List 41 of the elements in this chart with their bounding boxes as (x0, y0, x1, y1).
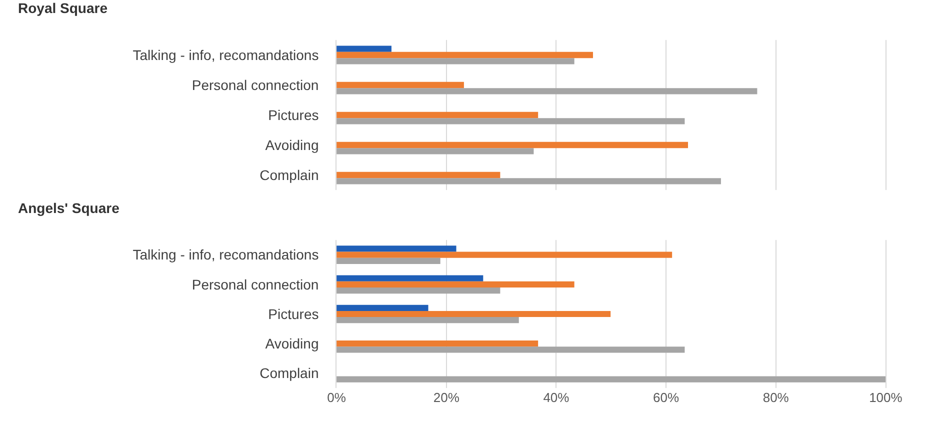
bar (336, 346, 685, 353)
bar (336, 340, 538, 347)
bar (336, 82, 464, 88)
bar (336, 46, 392, 52)
bar (336, 287, 500, 294)
bar (336, 258, 440, 264)
y-tick-label: Pictures (268, 106, 319, 123)
x-tick-label: 20% (433, 390, 460, 405)
text: Angels' Square (18, 200, 120, 216)
bar (336, 310, 611, 318)
bar (336, 118, 685, 124)
bar (336, 112, 538, 118)
bar (336, 281, 574, 288)
bar (336, 304, 428, 311)
bar (336, 252, 672, 258)
bar (336, 178, 721, 184)
y-tick-label: Talking - info, recomandations (132, 246, 319, 263)
y-tick-label: Avoiding (265, 136, 319, 153)
y-tick-label: Avoiding (265, 336, 319, 352)
bar (336, 275, 484, 282)
x-tick-label: 100% (869, 390, 903, 405)
bar (336, 142, 688, 148)
y-tick-label: Complain (260, 166, 319, 183)
bar (336, 88, 758, 94)
x-tick-label: 0% (327, 390, 346, 405)
bar (336, 148, 534, 154)
bar (336, 52, 593, 58)
text: Royal Square (18, 0, 108, 16)
y-tick-label: Personal connection (192, 276, 319, 292)
bar (336, 58, 574, 64)
y-tick-label: Personal connection (192, 76, 319, 93)
y-tick-label: Talking - info, recomandations (132, 46, 319, 63)
x-tick-label: 60% (653, 390, 680, 405)
y-tick-label: Pictures (268, 306, 319, 322)
bar (336, 317, 519, 324)
bar (336, 246, 456, 252)
x-tick-label: 80% (762, 390, 790, 405)
y-tick-label: Complain (260, 365, 319, 382)
bar (336, 172, 500, 178)
bar (336, 376, 886, 382)
x-tick-label: 40% (543, 390, 570, 405)
